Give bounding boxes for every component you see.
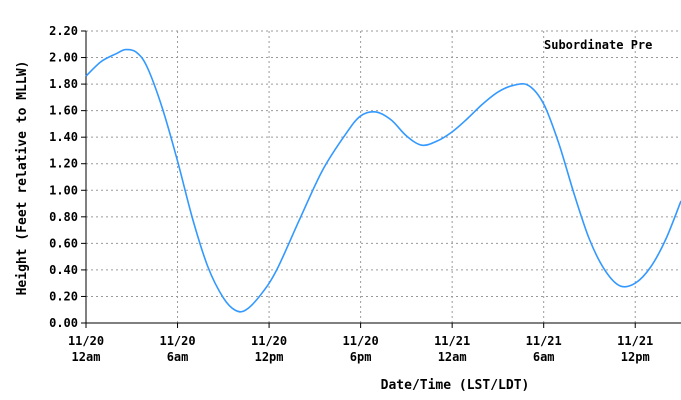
y-tick-label: 2.20	[49, 24, 78, 38]
legend-entry: Subordinate Pre	[544, 38, 652, 52]
x-tick-time-label: 6am	[533, 350, 555, 364]
series	[85, 48, 681, 313]
y-tick-label: 0.80	[49, 210, 78, 224]
x-tick-date-label: 11/20	[251, 334, 287, 348]
x-tick-time-label: 12am	[72, 350, 101, 364]
y-tick-label: 0.40	[49, 263, 78, 277]
y-tick-label: 1.60	[49, 104, 78, 118]
x-ticks: 11/20 12am 11/20 6am 11/20 12pm 11/20 6pm 11/21 1…	[68, 323, 653, 364]
x-axis-title: Date/Time (LST/LDT)	[381, 378, 530, 393]
y-tick-label: 1.80	[49, 77, 78, 91]
x-tick-time-label: 6pm	[350, 350, 372, 364]
y-tick-label: 0.20	[49, 289, 78, 303]
y-axis-title: Height (Feet relative to MLLW)	[15, 61, 30, 296]
grid	[86, 30, 681, 323]
y-tick-label: 2.00	[49, 51, 78, 65]
x-tick-time-label: 12pm	[621, 350, 650, 364]
x-tick-date-label: 11/21	[526, 334, 562, 348]
y-tick-label: 0.00	[49, 316, 78, 330]
tide-series-line	[85, 48, 681, 313]
y-tick-label: 0.60	[49, 236, 78, 250]
x-tick-date-label: 11/20	[68, 334, 104, 348]
y-ticks: 0.00 0.20 0.40 0.60 0.80 1.00 1.20 1.40 1.60 1.80…	[49, 24, 86, 330]
x-tick-date-label: 11/21	[617, 334, 653, 348]
x-tick-date-label: 11/20	[343, 334, 379, 348]
y-tick-label: 1.20	[49, 157, 78, 171]
y-tick-label: 1.40	[49, 130, 78, 144]
x-tick-date-label: 11/20	[159, 334, 195, 348]
x-tick-time-label: 12am	[438, 350, 467, 364]
axes	[85, 31, 681, 324]
x-tick-time-label: 6am	[167, 350, 189, 364]
x-tick-date-label: 11/21	[434, 334, 470, 348]
y-tick-label: 1.00	[49, 183, 78, 197]
x-tick-time-label: 12pm	[255, 350, 284, 364]
